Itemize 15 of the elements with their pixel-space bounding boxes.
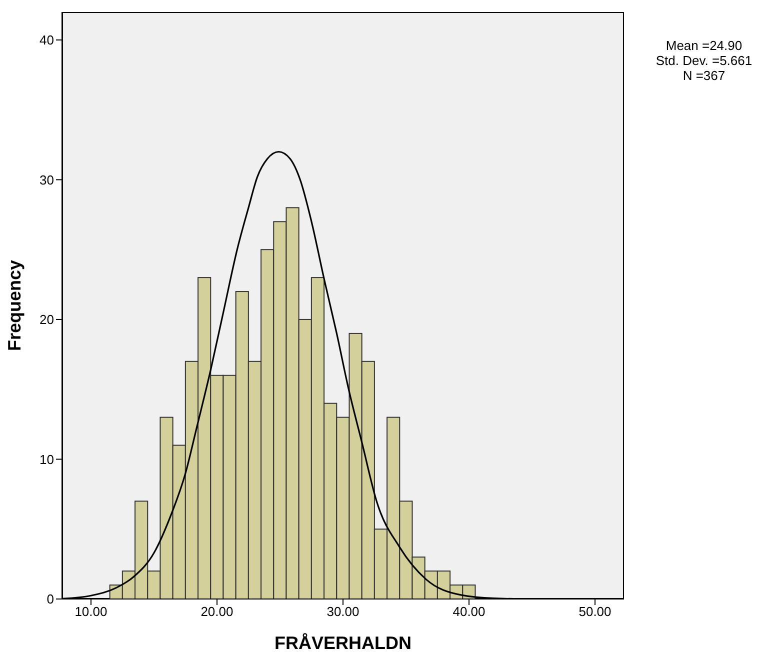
y-tick-label: 40 xyxy=(40,32,54,48)
x-tick-label: 20.00 xyxy=(200,604,234,620)
text: N =367 xyxy=(682,68,726,83)
y-tick-label: 0 xyxy=(46,592,54,607)
y-tick-label: 30 xyxy=(40,172,54,188)
x-tick-label: 40.00 xyxy=(452,604,486,620)
y-axis-title: Frequency xyxy=(4,260,24,352)
x-axis-title: FRÅVERHALDN xyxy=(274,633,412,653)
x-tick-label: 50.00 xyxy=(578,604,612,620)
x-tick-label: 30.00 xyxy=(326,604,360,620)
x-tick-label: 10.00 xyxy=(74,604,108,620)
y-tick-label: 20 xyxy=(40,312,54,328)
y-tick-label: 10 xyxy=(40,452,54,467)
text: Std. Dev. =5.661 xyxy=(654,53,754,68)
text: Mean =24.90 xyxy=(664,38,744,53)
